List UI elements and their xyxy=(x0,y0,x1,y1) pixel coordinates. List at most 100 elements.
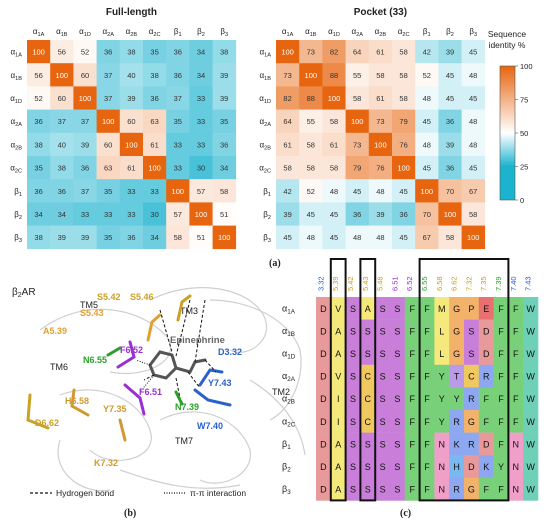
alignment-residue: F xyxy=(409,394,415,404)
alignment-residue: S xyxy=(468,326,474,336)
heatmap-col-label: α1D xyxy=(79,27,91,38)
heatmap-cell xyxy=(299,156,323,180)
heatmap-cell xyxy=(96,156,121,180)
heatmap-cell xyxy=(438,202,462,226)
alignment-cell xyxy=(345,319,361,343)
heatmap-value: 45 xyxy=(469,164,477,173)
alignment-cell xyxy=(508,455,524,479)
alignment-cell xyxy=(493,455,509,479)
alignment-residue: S xyxy=(365,485,371,495)
alignment-row-label: α2A xyxy=(282,371,296,383)
alignment-cell xyxy=(316,297,332,320)
hydrogen-bond xyxy=(159,309,173,353)
alignment-cell xyxy=(419,410,435,433)
alignment-cell xyxy=(449,455,465,479)
alignment-residue: H xyxy=(453,462,460,472)
heatmap-row-label: β2 xyxy=(14,210,22,221)
alignment-cell xyxy=(523,387,539,411)
heatmap-cell xyxy=(415,63,439,87)
heatmap-cell xyxy=(143,225,167,250)
alignment-cell xyxy=(404,477,420,501)
heatmap-col-label: α1B xyxy=(56,27,68,38)
heatmap-cell xyxy=(96,40,121,64)
alignment-row-label: α1B xyxy=(282,326,295,338)
heatmap-value: 33 xyxy=(127,210,135,219)
receptor-label: β2AR xyxy=(12,287,36,299)
alignment-residue: F xyxy=(498,485,504,495)
heatmap-cell xyxy=(368,156,393,180)
residue-label: A5.39 xyxy=(43,326,67,336)
heatmap-cell xyxy=(392,132,416,157)
alignment-cell xyxy=(404,319,420,343)
alignment-residue: F xyxy=(424,439,430,449)
heatmap-cell xyxy=(166,225,190,250)
alignment-cell xyxy=(419,432,435,456)
alignment-cell xyxy=(404,364,420,388)
alignment-residue: W xyxy=(526,417,535,427)
heatmap-row-label: α2A xyxy=(260,117,272,128)
residue-label: S5.43 xyxy=(80,308,104,318)
heatmap-value: 39 xyxy=(376,210,384,219)
heatmap-cell xyxy=(392,63,416,87)
alignment-residue: S xyxy=(350,485,356,495)
alignment-cell xyxy=(360,387,376,411)
pi-pi-interaction xyxy=(139,374,155,393)
heatmap-cell xyxy=(96,225,121,250)
heatmap-value: 30 xyxy=(150,210,158,219)
heatmap-cell xyxy=(166,40,190,64)
heatmap-value: 60 xyxy=(81,71,89,80)
alignment-position-label: 5.46 xyxy=(376,276,385,291)
heatmap-value: 33 xyxy=(127,187,135,196)
heatmap-value: 76 xyxy=(399,140,407,149)
heatmap-cell xyxy=(461,63,486,87)
alignment-cell xyxy=(316,364,332,388)
alignment-residue: F xyxy=(409,485,415,495)
alignment-cell xyxy=(345,364,361,388)
alignment-residue: S xyxy=(394,485,400,495)
heatmap-value: 36 xyxy=(58,187,66,196)
heatmap-col-label: α1A xyxy=(282,27,294,38)
alignment-residue: D xyxy=(320,394,327,404)
heatmap-value: 58 xyxy=(330,164,338,173)
alignment-residue: S xyxy=(394,326,400,336)
alignment-cell xyxy=(390,297,406,320)
heatmap-cell xyxy=(143,132,167,157)
heatmap-value: 36 xyxy=(150,94,158,103)
alignment-residue: W xyxy=(526,372,535,382)
heatmap-cell xyxy=(50,179,74,203)
alignment-cell xyxy=(404,342,420,366)
alignment-cell xyxy=(375,342,391,366)
alignment-row-label: β2 xyxy=(282,462,291,474)
heatmap-cell xyxy=(345,40,370,64)
heatmap-cell xyxy=(166,86,190,110)
alignment-cell xyxy=(449,319,465,343)
heatmap-value: 67 xyxy=(423,233,431,242)
heatmap-value: 35 xyxy=(34,164,42,173)
residue-stick xyxy=(118,418,127,442)
heatmap-value: 39 xyxy=(81,140,89,149)
alignment-residue: S xyxy=(350,372,356,382)
heatmap-value: 88 xyxy=(330,71,338,80)
alignment-residue: R xyxy=(468,394,475,404)
alignment-residue: F xyxy=(424,372,430,382)
alignment-residue: W xyxy=(526,485,535,495)
heatmap-value: 61 xyxy=(376,94,384,103)
heatmap-value: 100 xyxy=(125,140,138,149)
alignment-cell xyxy=(508,410,524,433)
alignment-row-label: α2C xyxy=(282,416,296,428)
alignment-residue: D xyxy=(320,417,327,427)
alignment-cell xyxy=(330,410,346,433)
alignment-cell xyxy=(478,410,494,433)
heatmap-col-label: α2A xyxy=(102,27,114,38)
alignment-cell xyxy=(464,387,480,411)
residue-label: S5.46 xyxy=(130,292,154,302)
alignment-residue: S xyxy=(350,326,356,336)
heatmap-value: 40 xyxy=(127,71,135,80)
heatmap-cell xyxy=(322,202,346,226)
colorbar-tick: 75 xyxy=(520,96,528,105)
heatmap-cell xyxy=(461,225,486,250)
alignment-cell xyxy=(434,364,450,388)
heatmap-value: 45 xyxy=(399,187,407,196)
alignment-residue: K xyxy=(454,439,460,449)
heatmap-cell xyxy=(189,156,213,180)
